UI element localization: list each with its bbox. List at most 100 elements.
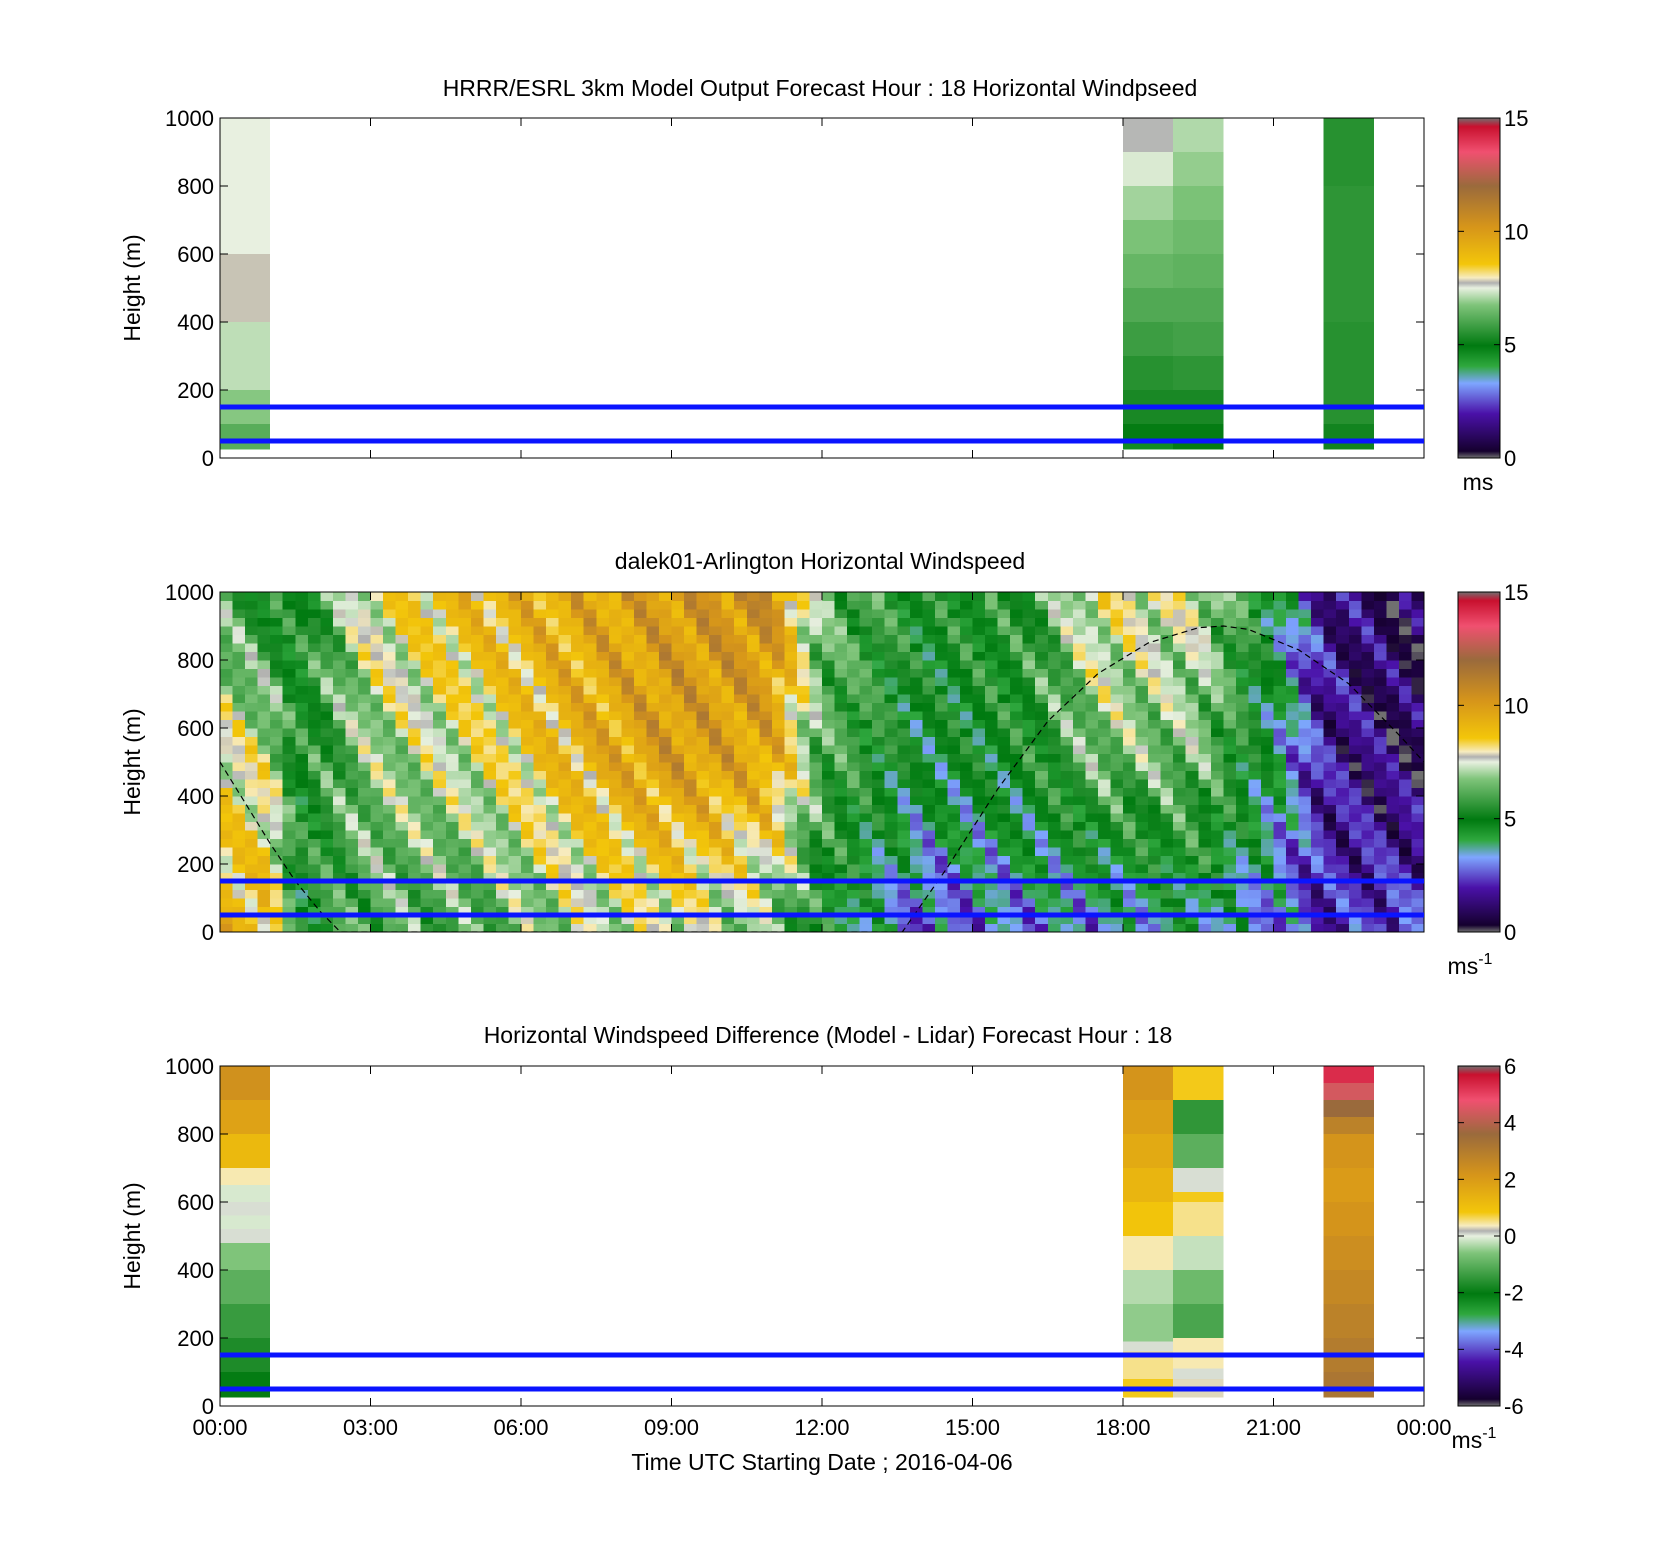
heatmap-cell <box>1336 719 1350 729</box>
heatmap-cell <box>909 796 923 805</box>
heatmap-cell <box>220 745 234 754</box>
heatmap-cell <box>834 617 848 627</box>
heatmap-cell <box>1148 898 1162 907</box>
heatmap-cell <box>571 770 585 780</box>
heatmap-cell <box>709 787 723 797</box>
heatmap-cell <box>621 592 635 601</box>
heatmap-cell <box>1148 668 1162 678</box>
heatmap-cell <box>571 864 585 873</box>
heatmap-cell <box>596 915 610 924</box>
heatmap-cell <box>596 770 610 780</box>
heatmap-cell <box>583 736 597 746</box>
heatmap-cell <box>1323 600 1337 610</box>
heatmap-cell <box>295 753 309 763</box>
heatmap-cell <box>1123 915 1137 924</box>
heatmap-cell <box>408 787 422 797</box>
heatmap-cell <box>1223 668 1237 678</box>
heatmap-cell <box>1311 796 1325 805</box>
heatmap-cell <box>1010 668 1024 678</box>
heatmap-cell <box>684 838 698 848</box>
heatmap-cell <box>809 898 823 907</box>
heatmap-cell <box>1072 830 1086 839</box>
heatmap-cell <box>483 915 497 924</box>
heatmap-cell <box>884 753 898 763</box>
heatmap-cell <box>295 779 309 788</box>
heatmap-cell <box>508 906 522 916</box>
heatmap-cell <box>709 651 723 661</box>
heatmap-cell <box>1235 711 1249 720</box>
heatmap-cell <box>395 728 409 737</box>
heatmap-cell <box>1022 745 1036 754</box>
heatmap-cell <box>1323 677 1337 686</box>
heatmap-cell <box>470 779 484 788</box>
heatmap-cell <box>1185 762 1199 771</box>
heatmap-cell <box>633 728 647 737</box>
heatmap-cell <box>608 753 622 763</box>
heatmap-cell <box>1260 745 1274 754</box>
heatmap-cell <box>1047 762 1061 771</box>
heatmap-cell <box>897 762 911 771</box>
heatmap-cell <box>922 855 936 865</box>
heatmap-cell <box>1311 889 1325 899</box>
heatmap-cell <box>1361 838 1375 848</box>
heatmap-cell <box>1286 881 1300 890</box>
heatmap-cell <box>533 898 547 907</box>
heatmap-cell <box>470 677 484 686</box>
heatmap-cell <box>884 626 898 635</box>
heatmap-cell <box>1311 668 1325 678</box>
heatmap-cell <box>1361 677 1375 686</box>
heatmap-cell <box>546 864 560 873</box>
heatmap-cell <box>1286 770 1300 780</box>
y-tick-label: 400 <box>177 310 214 335</box>
heatmap-cell <box>583 719 597 729</box>
heatmap-cell <box>771 838 785 848</box>
heatmap-cell <box>1210 592 1224 601</box>
heatmap-cell <box>546 872 560 882</box>
heatmap-cell <box>1123 711 1137 720</box>
heatmap-cell <box>721 719 735 729</box>
heatmap-cell <box>357 617 371 627</box>
heatmap-cell <box>1323 702 1337 712</box>
heatmap-cell <box>1398 719 1412 729</box>
heatmap-cell <box>646 745 660 754</box>
heatmap-cell <box>872 770 886 780</box>
heatmap-cell <box>997 779 1011 788</box>
heatmap-cell <box>759 762 773 771</box>
heatmap-cell <box>1235 634 1249 644</box>
heatmap-cell <box>759 753 773 763</box>
heatmap-cell <box>684 600 698 610</box>
heatmap-cell <box>433 685 447 695</box>
heatmap-cell <box>420 626 434 635</box>
heatmap-cell <box>1035 753 1049 763</box>
heatmap-cell <box>847 898 861 907</box>
heatmap-cell <box>1398 634 1412 644</box>
heatmap-cell <box>1060 736 1074 746</box>
heatmap-cell <box>458 821 472 831</box>
heatmap-cell <box>884 651 898 661</box>
heatmap-cell <box>834 898 848 907</box>
heatmap-cell <box>1248 617 1262 627</box>
heatmap-cell <box>521 677 535 686</box>
heatmap-cell <box>934 830 948 839</box>
heatmap-cell <box>1148 847 1162 856</box>
heatmap-cell <box>671 770 685 780</box>
heatmap-cell <box>257 847 271 856</box>
heatmap-cell <box>1148 762 1162 771</box>
heatmap-cell <box>295 813 309 822</box>
heatmap-cell <box>985 787 999 797</box>
heatmap-cell <box>1085 634 1099 644</box>
heatmap-cell <box>1085 728 1099 737</box>
heatmap-cell <box>357 600 371 610</box>
heatmap-cell <box>1173 220 1224 254</box>
heatmap-cell <box>1135 804 1149 814</box>
heatmap-cell <box>922 906 936 916</box>
heatmap-cell <box>1336 651 1350 661</box>
heatmap-cell <box>1123 847 1137 856</box>
heatmap-cell <box>395 745 409 754</box>
heatmap-cell <box>1010 787 1024 797</box>
heatmap-cell <box>884 838 898 848</box>
heatmap-cell <box>696 881 710 890</box>
heatmap-cell <box>307 651 321 661</box>
heatmap-cell <box>1110 915 1124 924</box>
heatmap-cell <box>884 804 898 814</box>
